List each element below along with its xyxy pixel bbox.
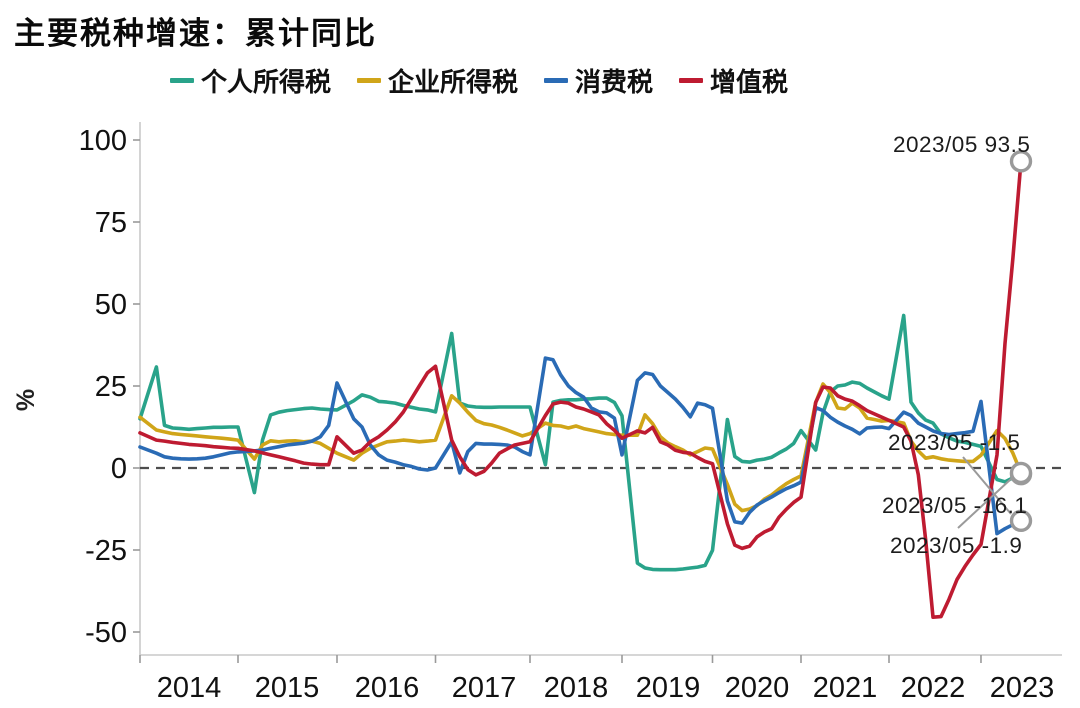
end-point-markers [1009, 150, 1033, 533]
y-tick-label: 75 [95, 207, 127, 239]
x-tick-label: 2021 [813, 672, 878, 704]
x-tick-label: 2016 [355, 672, 420, 704]
legend-dash-icon [679, 78, 704, 83]
annotation-leader-lines [957, 456, 1013, 529]
legend-dash-icon [544, 78, 569, 83]
legend-item-2: 企业所得税 [357, 62, 518, 99]
y-tick-label: 0 [111, 453, 127, 485]
x-tick-label: 2023 [990, 672, 1055, 704]
y-tick-label: 100 [79, 125, 127, 157]
legend-item-3: 消费税 [544, 62, 653, 99]
end-label-消费税: 2023/05 -16.1 [882, 493, 1027, 518]
leader-line [957, 477, 1013, 529]
x-tick-label: 2017 [452, 672, 517, 704]
legend-label: 增值税 [710, 68, 789, 98]
x-tick-label: 2022 [901, 672, 966, 704]
legend-item-1: 个人所得税 [170, 62, 331, 99]
legend-label: 个人所得税 [201, 68, 332, 98]
series-lines [138, 159, 1023, 620]
end-marker-消费税 [1009, 509, 1033, 533]
legend-label: 企业所得税 [388, 68, 519, 98]
end-marker-企业所得税 [1009, 461, 1033, 485]
legend-label: 消费税 [575, 68, 654, 98]
legend: 个人所得税 企业所得税 消费税 增值税 [170, 62, 788, 99]
series-line-个人所得税 [138, 313, 1023, 572]
end-label-增值税: 2023/05 93.5 [893, 132, 1030, 157]
annotation-labels: 2023/05 93.5 2023/05 -1.5 2023/05 -16.1 202… [882, 132, 1030, 558]
x-tick-label: 2014 [157, 672, 222, 704]
legend-item-4: 增值税 [679, 62, 788, 99]
legend-dash-icon [357, 78, 382, 83]
end-label-个人所得税: 2023/05 -1.9 [890, 533, 1022, 558]
x-tick-label: 2015 [255, 672, 320, 704]
axes: 100 75 50 25 0 -25 -50 2014 2015 2016 2017 2018 2019… [12, 122, 1062, 704]
y-axis-unit-label: % [12, 389, 40, 411]
y-tick-label: -50 [85, 617, 127, 649]
x-tick-label: 2020 [725, 672, 790, 704]
end-marker-增值税 [1009, 150, 1033, 173]
leader-line [962, 456, 1012, 515]
series-line-消费税 [138, 356, 1023, 536]
series-line-增值税 [138, 159, 1023, 620]
legend-dash-icon [170, 78, 194, 83]
chart-title: 主要税种增速：累计同比 [14, 16, 377, 52]
x-tick-label: 2019 [636, 672, 701, 704]
series-line-企业所得税 [138, 382, 1023, 513]
y-tick-label: -25 [85, 535, 127, 567]
y-tick-label: 25 [95, 371, 127, 403]
end-label-企业所得税: 2023/05 -1.5 [888, 430, 1020, 455]
y-tick-label: 50 [95, 289, 127, 321]
x-tick-label: 2018 [544, 672, 609, 704]
